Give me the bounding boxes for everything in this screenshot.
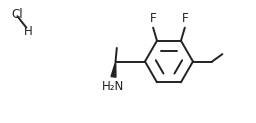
Text: F: F	[150, 12, 156, 25]
Polygon shape	[111, 62, 116, 77]
Text: H: H	[24, 25, 33, 38]
Text: F: F	[182, 12, 188, 25]
Text: Cl: Cl	[12, 8, 23, 21]
Text: H₂N: H₂N	[102, 80, 125, 93]
